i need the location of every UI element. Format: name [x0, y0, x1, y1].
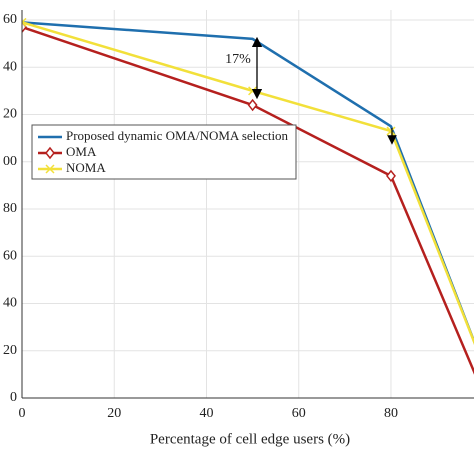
y-tick-label: 40: [3, 296, 17, 311]
legend: [31, 124, 297, 180]
legend-marker: [45, 146, 55, 160]
y-tick-label: 0: [10, 390, 17, 405]
data-point: [247, 98, 258, 112]
series-line: [22, 21, 474, 345]
x-tick-label: 20: [107, 406, 121, 421]
x-tick-label: 40: [199, 406, 213, 421]
annotation: 17%: [225, 52, 251, 67]
series-line: [22, 25, 474, 375]
data-point: [386, 169, 396, 183]
data-point: [22, 17, 27, 27]
legend-marker: [45, 164, 55, 174]
legend-label: NOMA: [66, 160, 106, 175]
series-line: [22, 21, 474, 345]
x-tick-label: 60: [292, 406, 306, 421]
y-tick-label: 20: [3, 343, 17, 358]
legend-label: OMA: [66, 144, 97, 159]
y-tick-label: 00: [3, 154, 17, 169]
y-tick-label: 40: [3, 59, 17, 74]
y-tick-label: 20: [3, 107, 17, 122]
plot-area: [22, 17, 474, 375]
data-point: [386, 126, 396, 136]
x-axis-label: Percentage of cell edge users (%): [150, 431, 350, 447]
grid: [21, 10, 474, 399]
y-tick-label: 60: [3, 12, 17, 27]
y-tick-label: 80: [3, 201, 17, 216]
legend-label: Proposed dynamic OMA/NOMA selection: [66, 128, 289, 143]
y-tick-label: 60: [3, 248, 17, 263]
x-tick-label: 80: [384, 406, 398, 421]
x-tick-label: 0: [19, 406, 26, 421]
